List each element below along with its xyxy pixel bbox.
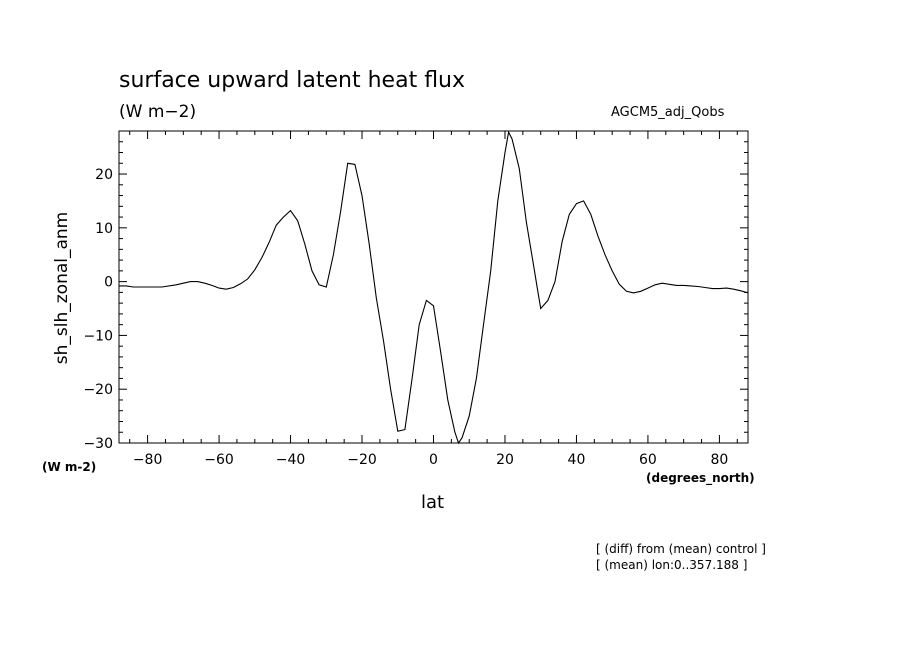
x-tick-label: −20 <box>347 452 377 468</box>
y-tick-label: 20 <box>95 167 113 183</box>
x-tick-label: 40 <box>568 452 586 468</box>
y-tick-label: 10 <box>95 221 113 237</box>
dataset-label: AGCM5_adj_Qobs <box>611 105 725 120</box>
x-axis-label: lat <box>421 492 445 513</box>
x-axis-units: (degrees_north) <box>646 471 755 485</box>
y-tick-label: 0 <box>104 275 113 291</box>
note-mean: [ (mean) lon:0..357.188 ] <box>596 558 748 572</box>
x-tick-label: −40 <box>276 452 306 468</box>
plot-frame <box>118 130 749 444</box>
x-tick-label: −80 <box>133 452 163 468</box>
y-tick-label: −30 <box>83 436 113 452</box>
y-tick-label: −10 <box>83 328 113 344</box>
y-axis-unit-label: (W m-2) <box>42 460 97 474</box>
axis-ticks <box>119 130 748 444</box>
series-lines <box>119 130 749 445</box>
x-tick-label: 80 <box>710 452 728 468</box>
x-tick-label: 60 <box>639 452 657 468</box>
note-diff: [ (diff) from (mean) control ] <box>596 542 766 556</box>
x-tick-label: 0 <box>429 452 438 468</box>
chart-units: (W m−2) <box>119 102 197 122</box>
x-tick-label: −60 <box>204 452 234 468</box>
series-line <box>119 130 749 445</box>
y-tick-label: −20 <box>83 382 113 398</box>
chart-title: surface upward latent heat flux <box>119 68 466 93</box>
tick-labels: −80 −60 −40 −20 0 20 40 60 80 −30 −20 −10 0 10 20 <box>83 167 728 468</box>
x-tick-label: 20 <box>496 452 514 468</box>
